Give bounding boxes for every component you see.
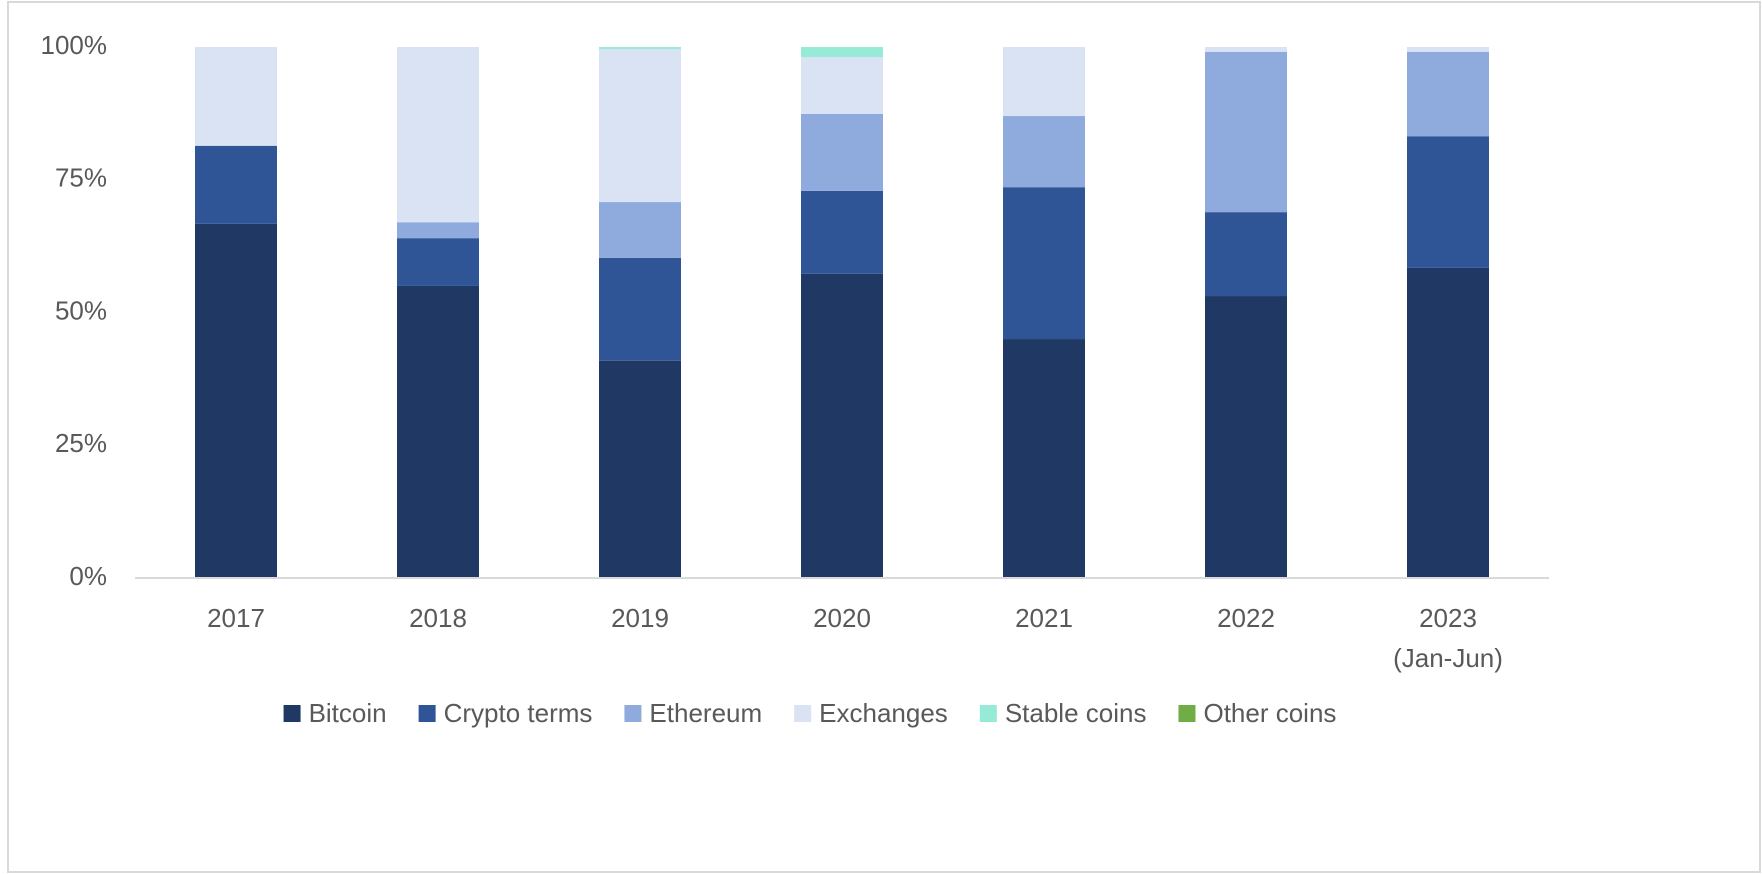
bar-segment — [1205, 212, 1287, 297]
legend-swatch — [979, 705, 997, 722]
bar-segment — [397, 222, 479, 239]
bar-segment — [397, 47, 479, 223]
bar-segment — [599, 257, 681, 361]
bar-segment — [599, 47, 681, 50]
bar-segment — [1205, 51, 1287, 213]
y-tick-label: 100% — [41, 30, 108, 60]
bar-segment — [195, 145, 277, 224]
bar-segment — [599, 49, 681, 203]
x-tick-label: 2018 — [409, 603, 467, 633]
x-tick-label: 2020 — [813, 603, 871, 633]
legend-label: Exchanges — [819, 698, 948, 728]
bar-segment — [195, 47, 277, 146]
bar-segment — [801, 190, 883, 274]
legend-label: Stable coins — [1005, 698, 1147, 728]
bar-segment — [1003, 116, 1085, 188]
x-tick-label: 2017 — [207, 603, 265, 633]
bar-segment — [1407, 51, 1489, 137]
bar-segment — [1003, 339, 1085, 578]
bar-segment — [599, 202, 681, 258]
legend-label: Crypto terms — [444, 698, 593, 728]
legend-swatch — [1178, 705, 1196, 722]
bar-segment — [1407, 136, 1489, 268]
y-tick-label: 25% — [55, 428, 107, 458]
bar-segment — [397, 285, 479, 578]
legend-swatch — [283, 705, 301, 722]
bar-segment — [801, 113, 883, 191]
bar-segment — [801, 47, 883, 58]
bar-segment — [1205, 47, 1287, 52]
legend-label: Bitcoin — [309, 698, 387, 728]
bar-segment — [1205, 296, 1287, 578]
legend-label: Ethereum — [649, 698, 762, 728]
bar-segment — [195, 223, 277, 578]
bar-segment — [801, 57, 883, 114]
x-tick-label: 2021 — [1015, 603, 1073, 633]
bar-segment — [1003, 187, 1085, 340]
bar-segment — [801, 273, 883, 578]
legend-swatch — [794, 705, 812, 722]
x-tick-label: 2019 — [611, 603, 669, 633]
legend-swatch — [418, 705, 436, 722]
bar-segment — [1407, 47, 1489, 52]
y-tick-label: 75% — [55, 163, 107, 193]
bar-segment — [397, 238, 479, 286]
x-tick-label: 2023 (Jan-Jun) — [1393, 603, 1503, 673]
y-tick-label: 0% — [69, 561, 107, 591]
x-tick-label: 2022 — [1217, 603, 1275, 633]
bar-segment — [1003, 47, 1085, 117]
bar-segment — [599, 360, 681, 578]
y-tick-label: 50% — [55, 295, 107, 325]
bar-segment — [1407, 267, 1489, 578]
legend-swatch — [624, 705, 642, 722]
legend-label: Other coins — [1203, 698, 1336, 728]
